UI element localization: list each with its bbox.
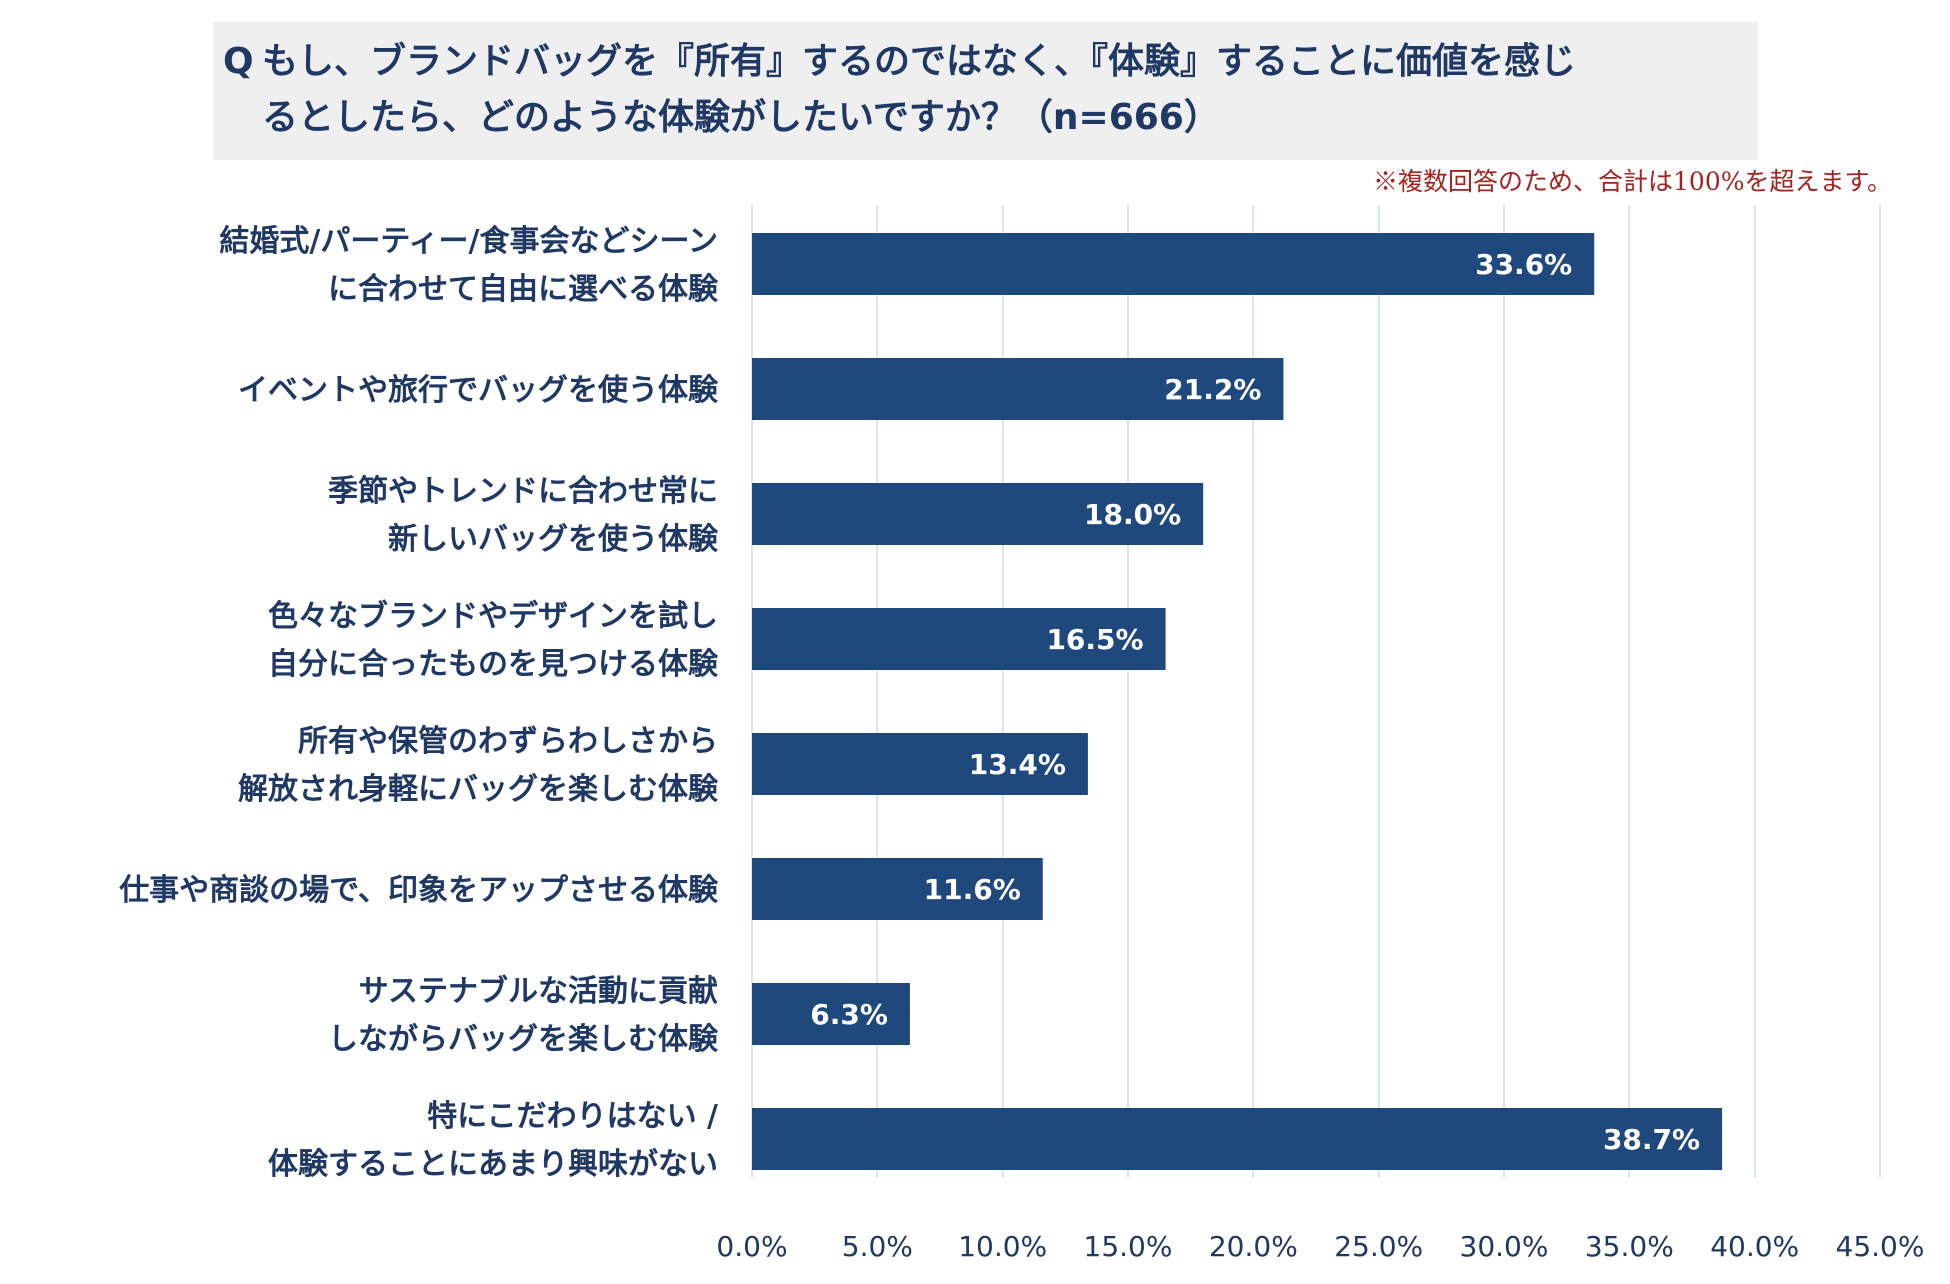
data-label: 16.5%	[1046, 623, 1143, 656]
data-label: 33.6%	[1475, 248, 1572, 281]
x-tick-label: 0.0%	[716, 1230, 787, 1263]
data-label: 13.4%	[969, 748, 1066, 781]
data-label: 11.6%	[924, 873, 1021, 906]
x-tick-label: 30.0%	[1460, 1230, 1549, 1263]
category-label: 解放され身軽にバッグを楽しむ体験	[238, 772, 719, 807]
x-tick-label: 25.0%	[1334, 1230, 1423, 1263]
category-label: 色々なブランドやデザインを試し	[268, 599, 718, 634]
bar	[752, 983, 910, 1045]
chart-title-line-1: もし、ブランドバッグを『所有』するのではなく、『体験』することに価値を感じ	[262, 41, 1577, 82]
bar	[752, 483, 1204, 545]
data-label: 6.3%	[810, 998, 888, 1031]
bar	[752, 1108, 1723, 1170]
category-label: 体験することにあまり興味がない	[268, 1147, 718, 1182]
data-label: 38.7%	[1603, 1123, 1700, 1156]
question-prefix: Q	[223, 41, 254, 82]
x-tick-label: 35.0%	[1585, 1230, 1674, 1263]
category-label: 結婚式/パーティー/食事会などシーン	[219, 224, 718, 259]
category-label: イベントや旅行でバッグを使う体験	[238, 373, 719, 408]
category-label: 仕事や商談の場で、印象をアップさせる体験	[118, 873, 719, 908]
category-label: しながらバッグを楽しむ体験	[328, 1022, 719, 1057]
x-tick-label: 5.0%	[842, 1230, 913, 1263]
chart-title-line-2: るとしたら、どのような体験がしたいですか？（n=666）	[262, 97, 1220, 138]
bar	[752, 733, 1088, 795]
data-label: 21.2%	[1164, 373, 1261, 406]
bar	[752, 358, 1284, 420]
x-tick-label: 40.0%	[1710, 1230, 1799, 1263]
x-tick-label: 15.0%	[1084, 1230, 1173, 1263]
category-label: 季節やトレンドに合わせ常に	[328, 474, 718, 509]
category-label: 新しいバッグを使う体験	[388, 522, 719, 557]
title-box	[213, 22, 1758, 160]
bar	[752, 233, 1595, 295]
multiple-answer-note: ※複数回答のため、合計は100%を超えます。	[1373, 167, 1892, 196]
x-tick-label: 20.0%	[1209, 1230, 1298, 1263]
x-tick-label: 10.0%	[958, 1230, 1047, 1263]
category-label: 特にこだわりはない /	[427, 1099, 718, 1134]
x-tick-label: 45.0%	[1836, 1230, 1925, 1263]
bar	[752, 858, 1043, 920]
category-label: 自分に合ったものを見つける体験	[268, 647, 719, 682]
category-label: 所有や保管のわずらわしさから	[298, 724, 718, 759]
category-label: に合わせて自由に選べる体験	[328, 272, 719, 307]
data-label: 18.0%	[1084, 498, 1181, 531]
bar	[752, 608, 1166, 670]
category-label: サステナブルな活動に貢献	[359, 974, 718, 1009]
